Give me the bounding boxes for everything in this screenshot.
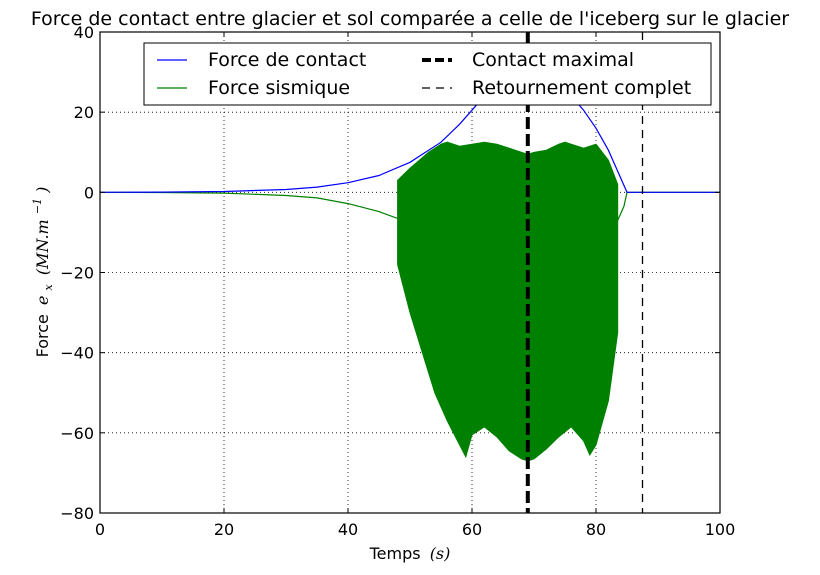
legend-label-full-rollover: Retournement complet [472,77,691,99]
legend-label-max-contact: Contact maximal [472,49,634,71]
x-axis-label-unit: (s) [430,544,451,563]
y-tick-label: 40 [74,23,94,42]
x-tick-label: 0 [95,520,105,539]
x-tick-label: 60 [462,520,482,539]
legend-box [143,42,712,106]
chart-title: Force de contact entre glacier et sol co… [31,8,789,30]
x-tick-label: 100 [705,520,736,539]
y-axis: −80 −60 −40 −20 0 20 40 [60,23,720,523]
y-tick-label: −20 [60,264,94,283]
y-tick-label: −60 [60,424,94,443]
series-seismic-force-tail [617,191,720,221]
legend-label-contact-force: Force de contact [208,49,366,71]
legend-label-seismic-force: Force sismique [208,77,350,99]
y-tick-label: 0 [84,183,94,202]
series-seismic-force-line [99,191,398,219]
y-axis-label-close: ) [33,187,52,194]
y-axis-label-unit: (MN.m [33,219,52,275]
y-axis-label-sub: x [42,283,55,290]
x-tick-label: 20 [214,520,234,539]
y-axis-label: Force e x (MN.m −1 ) [26,187,56,358]
x-axis-label-text: Temps [369,544,421,563]
y-axis-label-text: Force [33,314,52,357]
y-tick-label: 20 [74,103,94,122]
y-axis-label-var: e [33,296,52,305]
x-tick-label: 80 [586,520,606,539]
y-axis-label-sup: −1 [31,198,44,214]
x-axis: 0 20 40 60 80 100 [95,32,735,539]
x-axis-label: Temps (s) [369,544,451,563]
series-seismic-force-band [397,141,619,462]
legend: Force de contact Force sismique Contact … [143,42,712,106]
y-tick-label: −80 [60,504,94,523]
x-tick-label: 40 [338,520,358,539]
y-tick-label: −40 [60,344,94,363]
